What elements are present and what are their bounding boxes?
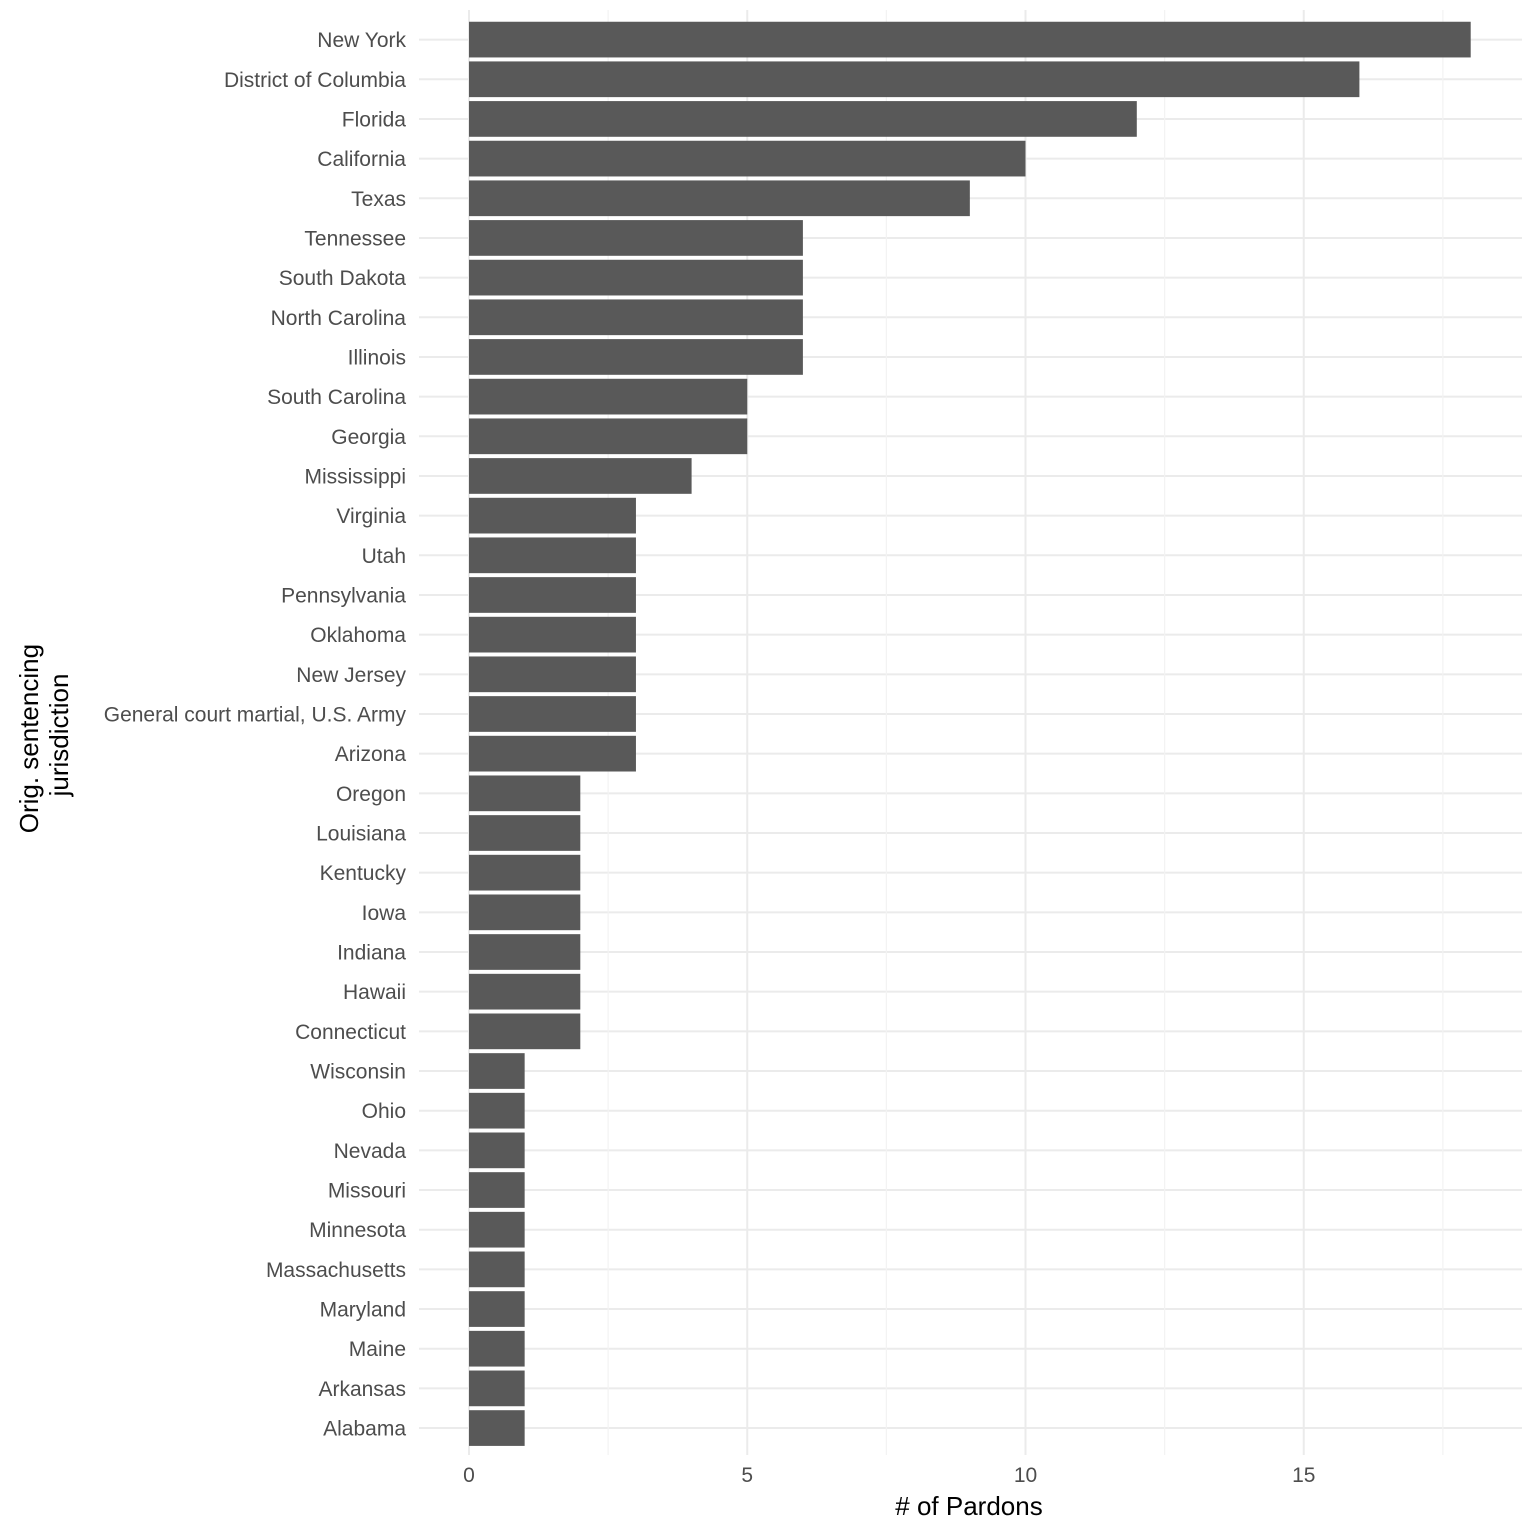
y-tick-label: South Dakota [279,267,407,290]
y-tick-label: General court martial, U.S. Army [104,703,407,726]
bar [469,418,748,455]
y-tick-label: Nevada [334,1140,407,1163]
y-tick-label: Texas [351,188,406,211]
bar [469,1370,525,1407]
bar [469,378,748,415]
bar [469,140,1026,177]
y-tick-label: Kentucky [320,862,407,885]
x-tick-label: 10 [1014,1464,1037,1487]
bar [469,1132,525,1169]
y-tick-label: District of Columbia [224,69,406,92]
bar [469,1053,525,1089]
y-tick-label: Pennsylvania [281,584,406,607]
bar [469,259,803,296]
y-axis-title-line-1: Orig. sentencing [14,644,44,833]
bar [469,815,581,851]
y-axis-title: Orig. sentencing jurisdiction [14,637,74,834]
bar [469,616,636,653]
y-tick-label: Arizona [335,743,407,766]
y-tick-label: Alabama [323,1418,406,1441]
y-tick-label: Florida [342,108,407,131]
x-tick-label: 0 [463,1464,475,1487]
bar [469,1092,525,1129]
bar [469,656,636,693]
y-tick-label: Minnesota [309,1219,406,1242]
bar [469,934,581,970]
x-axis-title: # of Pardons [895,1491,1042,1521]
y-tick-labels: New York District of Columbia Florida Calif… [104,29,407,1440]
y-tick-label: Virginia [336,505,406,528]
bar [469,1013,581,1050]
bar [469,696,636,732]
bar [469,1291,525,1327]
y-tick-label: Ohio [362,1100,406,1123]
bar [469,339,803,375]
svg-text:Orig. sentencing jurisdi: Orig. sentencing jurisdiction [14,637,74,834]
bar [469,973,581,1010]
y-tick-label: Mississippi [304,465,406,488]
y-tick-label: Hawaii [343,981,406,1004]
bar [469,458,692,494]
bar [469,577,636,613]
x-tick-label: 15 [1292,1464,1315,1487]
y-tick-label: California [317,148,406,171]
bar [469,735,636,772]
bar [469,537,636,574]
y-tick-label: Maryland [320,1299,406,1322]
y-tick-label: South Carolina [267,386,406,409]
bar [469,1330,525,1367]
y-tick-label: North Carolina [271,307,407,330]
x-tick-labels: 0 5 10 15 [463,1464,1315,1487]
bar [469,894,581,931]
y-tick-label: Connecticut [295,1021,406,1044]
bar [469,101,1137,137]
y-tick-label: Arkansas [318,1378,406,1401]
y-tick-label: New Jersey [296,664,406,687]
bar [469,299,803,336]
y-tick-label: Illinois [348,346,406,369]
y-tick-label: Massachusetts [266,1259,406,1282]
bar [469,775,581,812]
bar [469,21,1471,58]
bar [469,497,636,534]
y-tick-label: Georgia [331,426,406,449]
bar [469,1211,525,1248]
x-tick-label: 5 [741,1464,753,1487]
y-tick-label: Oregon [336,783,406,806]
y-tick-label: New York [317,29,406,52]
y-axis-title-line-2: jurisdiction [44,674,74,798]
y-tick-label: Indiana [337,942,406,965]
bars [469,21,1471,1446]
y-tick-label: Maine [349,1338,406,1361]
y-tick-label: Iowa [362,902,407,925]
bar [469,61,1360,98]
y-tick-label: Oklahoma [310,624,406,647]
bar [469,1172,525,1208]
y-tick-label: Missouri [328,1180,406,1203]
bar [469,1410,525,1446]
bar [469,180,970,217]
bar [469,854,581,891]
y-tick-label: Tennessee [304,227,406,250]
y-tick-label: Wisconsin [310,1061,406,1084]
y-tick-label: Utah [362,545,406,568]
bar [469,1251,525,1288]
bar [469,220,803,256]
y-tick-label: Louisiana [316,823,406,846]
